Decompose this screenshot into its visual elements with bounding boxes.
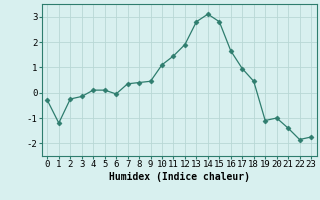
X-axis label: Humidex (Indice chaleur): Humidex (Indice chaleur) (109, 172, 250, 182)
